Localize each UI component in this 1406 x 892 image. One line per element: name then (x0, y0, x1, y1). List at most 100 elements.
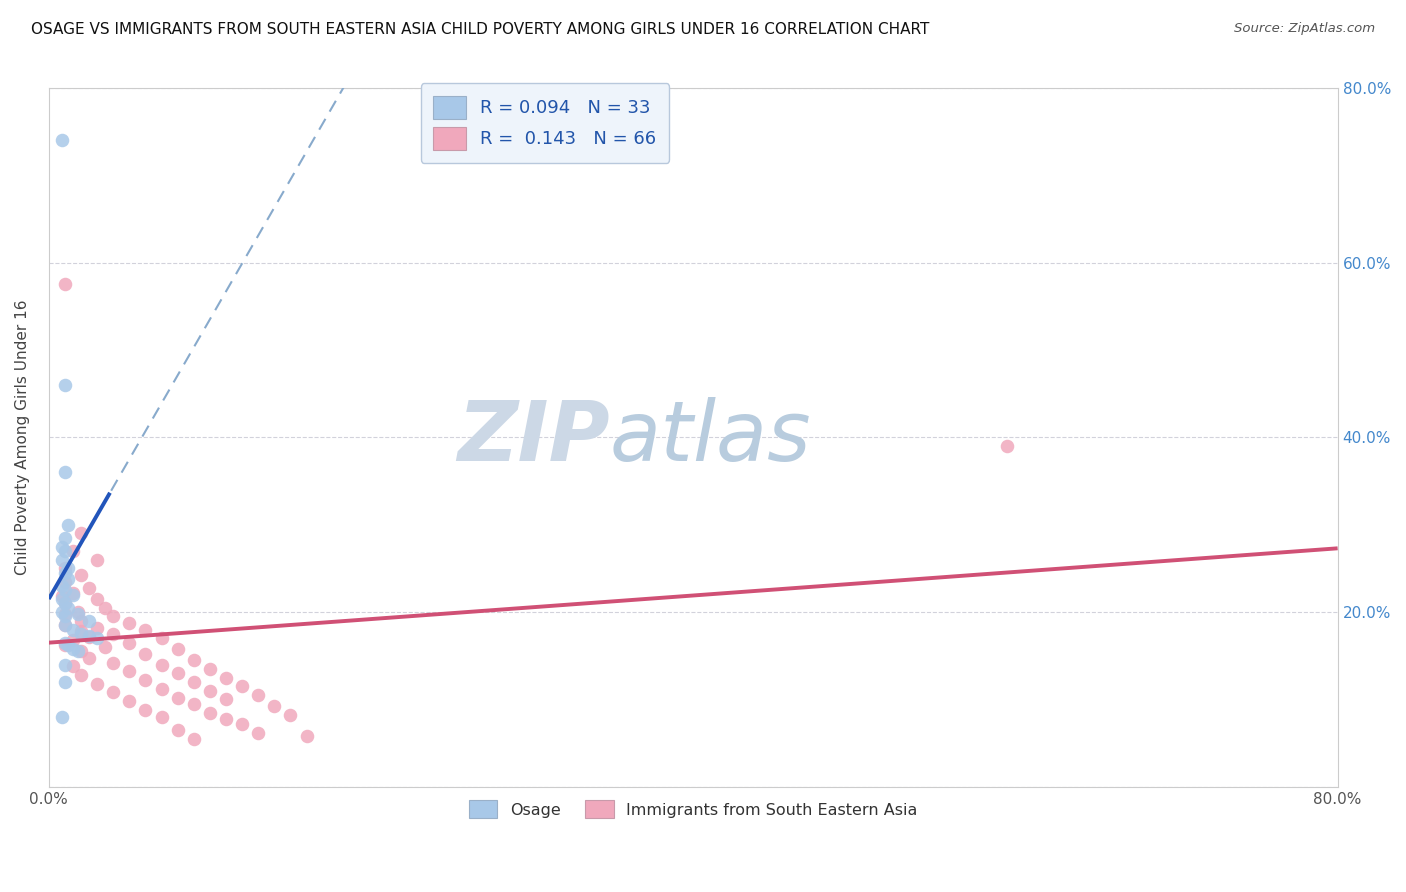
Point (150, 632, 173, 646)
Point (86, 621, 108, 635)
Point (118, 635, 141, 649)
Point (263, 699, 285, 714)
Point (198, 706, 221, 720)
Point (86, 677, 108, 691)
Point (53, 574, 76, 589)
Point (70, 668, 93, 682)
Point (295, 729, 318, 743)
Point (53, 607, 76, 621)
Point (53, 618, 76, 632)
Point (134, 673, 156, 688)
Point (118, 665, 141, 679)
Point (198, 683, 221, 698)
Point (53, 583, 76, 598)
Point (166, 723, 188, 737)
Text: Source: ZipAtlas.com: Source: ZipAtlas.com (1234, 22, 1375, 36)
Point (247, 725, 270, 739)
Point (56, 572, 79, 586)
Point (86, 592, 108, 607)
Legend: Osage, Immigrants from South Eastern Asia: Osage, Immigrants from South Eastern Asi… (463, 794, 924, 824)
Point (77, 581, 100, 595)
Point (94, 640, 117, 654)
Point (70, 568, 93, 582)
Point (53, 465, 76, 479)
Point (53, 635, 76, 649)
Point (53, 531, 76, 545)
Point (86, 552, 108, 566)
Point (62, 586, 84, 600)
Point (103, 609, 125, 624)
Point (183, 675, 205, 690)
Text: atlas: atlas (609, 397, 811, 478)
Point (51, 579, 73, 593)
Point (53, 638, 76, 652)
Point (215, 671, 238, 685)
Point (77, 630, 100, 644)
Point (51, 552, 73, 566)
Point (70, 624, 93, 639)
Point (56, 561, 79, 575)
Point (86, 632, 108, 646)
Point (94, 600, 117, 615)
Point (62, 588, 84, 602)
Point (53, 618, 76, 632)
Point (51, 592, 73, 607)
Point (66, 607, 89, 621)
Point (215, 692, 238, 706)
Point (134, 623, 156, 637)
Point (166, 641, 188, 656)
Point (118, 694, 141, 708)
Point (51, 605, 73, 619)
Point (53, 277, 76, 292)
Point (51, 590, 73, 604)
Point (77, 614, 100, 628)
Point (70, 614, 93, 628)
Point (70, 526, 93, 541)
Point (51, 710, 73, 724)
Point (51, 540, 73, 554)
Point (66, 644, 89, 658)
Point (103, 656, 125, 670)
Point (215, 712, 238, 726)
Point (53, 609, 76, 624)
Point (53, 378, 76, 392)
Text: OSAGE VS IMMIGRANTS FROM SOUTH EASTERN ASIA CHILD POVERTY AMONG GIRLS UNDER 16 C: OSAGE VS IMMIGRANTS FROM SOUTH EASTERN A… (31, 22, 929, 37)
Point (53, 657, 76, 672)
Point (62, 544, 84, 558)
Text: ZIP: ZIP (457, 397, 609, 478)
Point (183, 653, 205, 667)
Point (77, 629, 100, 643)
Point (134, 703, 156, 717)
Point (118, 615, 141, 630)
Point (56, 517, 79, 532)
Point (62, 633, 84, 648)
Y-axis label: Child Poverty Among Girls Under 16: Child Poverty Among Girls Under 16 (15, 300, 30, 575)
Point (56, 638, 79, 652)
Point (231, 717, 253, 731)
Point (995, 439, 1018, 453)
Point (62, 641, 84, 656)
Point (280, 708, 302, 723)
Point (56, 600, 79, 615)
Point (53, 596, 76, 610)
Point (150, 657, 173, 672)
Point (166, 666, 188, 681)
Point (62, 623, 84, 637)
Point (247, 688, 270, 702)
Point (166, 690, 188, 705)
Point (183, 697, 205, 711)
Point (53, 544, 76, 558)
Point (77, 650, 100, 665)
Point (103, 685, 125, 699)
Point (134, 647, 156, 661)
Point (51, 133, 73, 147)
Point (198, 662, 221, 676)
Point (231, 679, 253, 693)
Point (150, 681, 173, 696)
Point (70, 644, 93, 658)
Point (183, 731, 205, 746)
Point (53, 596, 76, 610)
Point (70, 627, 93, 641)
Point (62, 659, 84, 673)
Point (53, 566, 76, 580)
